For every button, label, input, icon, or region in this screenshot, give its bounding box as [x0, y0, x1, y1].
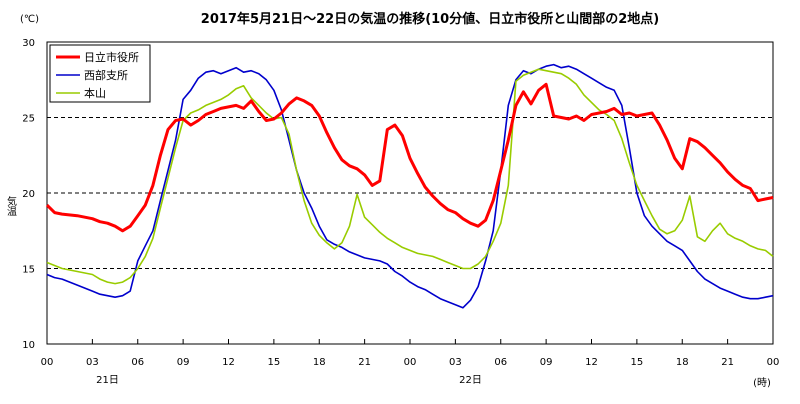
- y-axis-label: 気温: [5, 195, 17, 216]
- date-label: 21日: [96, 375, 119, 386]
- y-tick-label: 25: [22, 114, 35, 125]
- x-unit-label: (時): [753, 377, 771, 389]
- x-tick-label: 15: [631, 357, 644, 368]
- axis-layer: 10 15 20 25 30 気温 00 03 06 09 12 15 18 21 00 03 06 09 12 15…: [5, 38, 780, 386]
- x-tick-label: 18: [313, 357, 326, 368]
- x-tick-label: 00: [404, 357, 417, 368]
- x-tick-label: 03: [86, 357, 99, 368]
- legend-label-1: 西部支所: [84, 68, 128, 82]
- x-tick-label: 00: [767, 357, 780, 368]
- x-tick-label: 00: [41, 357, 54, 368]
- x-tick-label: 21: [721, 357, 734, 368]
- x-tick-label: 03: [449, 357, 462, 368]
- y-tick-label: 30: [22, 38, 35, 49]
- x-tick-label: 06: [494, 357, 507, 368]
- x-tick-label: 18: [676, 357, 689, 368]
- x-tick-label: 06: [131, 357, 144, 368]
- y-tick-label: 15: [22, 265, 35, 276]
- series-line-0: [45, 82, 774, 233]
- x-tick-label: 12: [222, 357, 235, 368]
- grid-layer: [47, 117, 773, 269]
- x-tick-label: 09: [540, 357, 553, 368]
- chart-title: 2017年5月21日～22日の気温の推移(10分値、日立市役所と山間部の2地点): [201, 11, 659, 27]
- series-layer: [45, 63, 774, 309]
- legend-label-0: 日立市役所: [84, 50, 139, 64]
- legend-label-2: 本山: [84, 86, 106, 100]
- x-tick-label: 12: [585, 357, 598, 368]
- x-tick-label: 09: [177, 357, 190, 368]
- x-tick-label: 15: [268, 357, 281, 368]
- y-tick-label: 20: [22, 189, 35, 200]
- x-tick-label: 21: [358, 357, 371, 368]
- date-label: 22日: [459, 375, 482, 386]
- series-line-2: [46, 68, 774, 285]
- y-tick-label: 10: [22, 340, 35, 351]
- series-line-1: [46, 63, 774, 309]
- y-unit-label: (℃): [20, 14, 39, 25]
